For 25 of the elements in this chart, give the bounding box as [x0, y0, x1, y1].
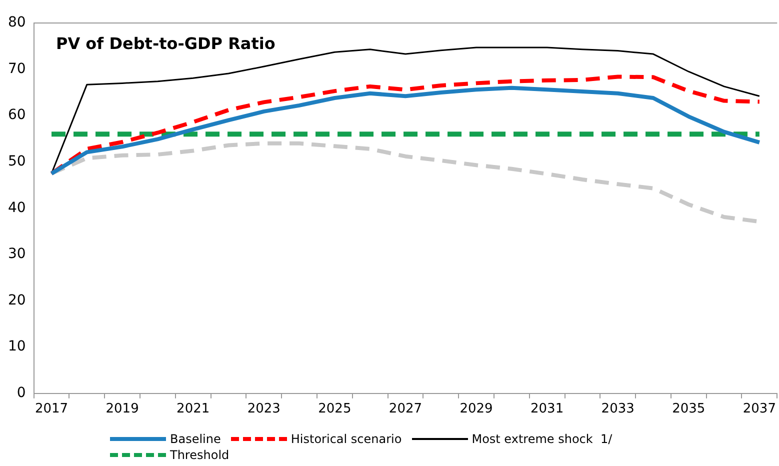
y-tick-label: 60: [8, 107, 26, 124]
legend-label: Historical scenario: [290, 432, 402, 446]
y-tick-label: 40: [8, 200, 26, 216]
x-tick-label: 2027: [388, 402, 422, 417]
text: PV of Debt-to-GDP Ratio: [56, 34, 276, 53]
y-tick-label: 30: [8, 246, 26, 262]
x-tick-label: 2021: [176, 402, 210, 417]
x-tick-label: 2037: [742, 402, 776, 417]
y-tick-label: 50: [8, 154, 26, 170]
y-tick-label: 80: [8, 14, 26, 31]
x-tick-label: 2029: [460, 402, 493, 417]
y-tick-label: 0: [16, 385, 26, 402]
x-tick-label: 2023: [247, 402, 280, 417]
y-tick-label: 10: [8, 338, 26, 355]
x-tick-label: 2017: [34, 402, 68, 417]
legend-label: Baseline: [170, 432, 221, 446]
y-tick-label: 70: [8, 60, 26, 77]
x-tick-label: 2025: [318, 402, 352, 417]
x-tick-label: 2035: [672, 402, 706, 417]
x-tick-label: 2019: [106, 402, 139, 417]
y-tick-label: 20: [8, 292, 26, 308]
x-tick-label: 2031: [530, 402, 564, 417]
legend-label: Threshold: [170, 448, 230, 462]
legend-label: Most extreme shock 1/: [472, 432, 612, 446]
x-tick-label: 2033: [601, 402, 634, 417]
